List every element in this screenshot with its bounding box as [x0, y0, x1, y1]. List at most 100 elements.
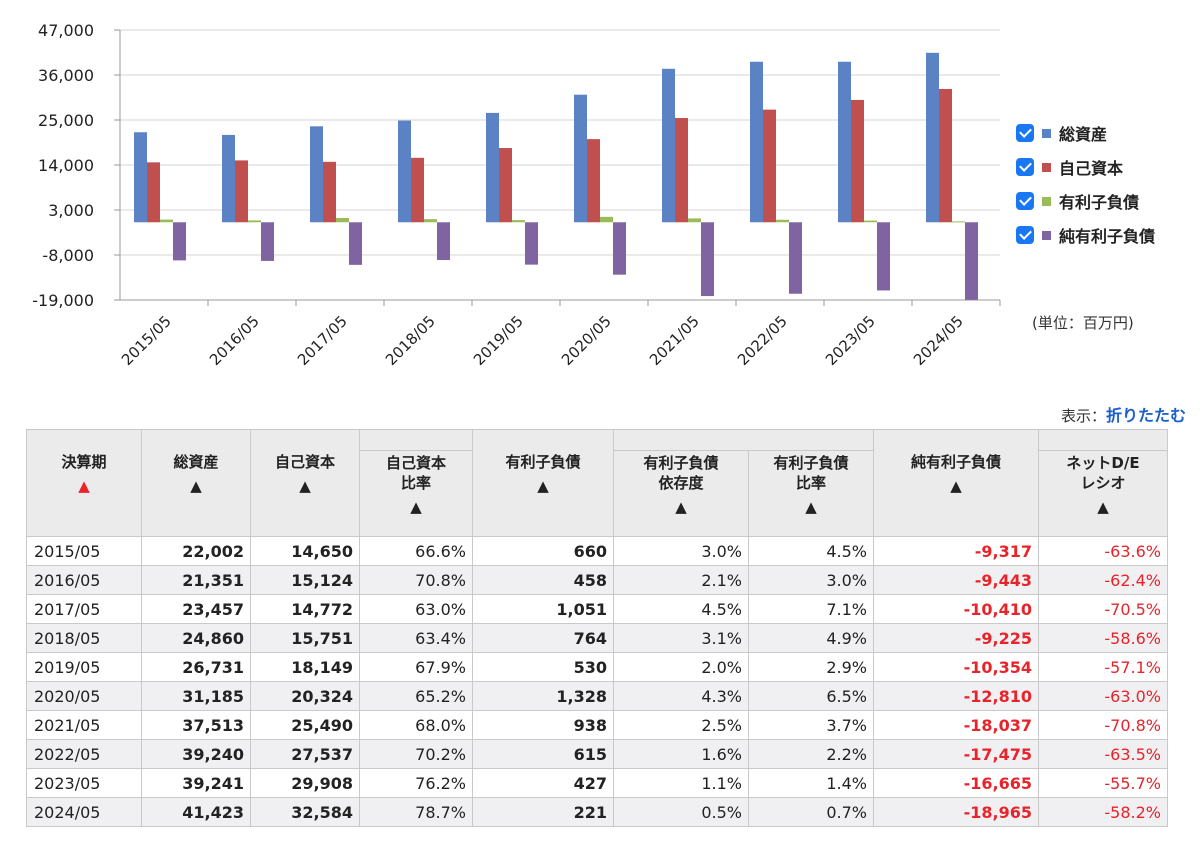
unit-label: (単位：百万円)	[1032, 314, 1134, 332]
x-tick-label: 2017/05	[294, 312, 351, 369]
cell-debt-ratio: 2.9%	[748, 652, 874, 682]
bar-7-3	[789, 222, 802, 294]
checkbox-checked-icon[interactable]	[1016, 192, 1034, 210]
sort-icon[interactable]: ▲	[410, 498, 422, 516]
cell-period: 2023/05	[26, 768, 142, 798]
sort-icon[interactable]: ▲	[537, 477, 549, 495]
cell-net-de: -63.5%	[1038, 739, 1168, 769]
display-label: 表示：	[1060, 407, 1106, 425]
header-equity[interactable]: 自己資本 ▲	[250, 429, 360, 537]
cell-dependency: 3.0%	[613, 536, 749, 566]
cell-debt: 615	[472, 739, 614, 769]
cell-net-de: -58.2%	[1038, 797, 1168, 827]
cell-equity: 18,149	[250, 652, 360, 682]
cell-debt: 938	[472, 710, 614, 740]
legend-label: 自己資本	[1059, 159, 1124, 178]
cell-equity: 14,650	[250, 536, 360, 566]
bar-8-0	[838, 61, 851, 223]
header-net-debt[interactable]: 純有利子負債 ▲	[873, 429, 1039, 537]
bar-4-1	[499, 148, 512, 223]
cell-dependency: 1.6%	[613, 739, 749, 769]
cell-net-debt: -10,410	[873, 594, 1039, 624]
y-tick-label: -8,000	[42, 246, 94, 265]
bar-0-2	[160, 219, 173, 223]
bar-7-0	[750, 61, 763, 223]
sort-icon[interactable]: ▲	[675, 498, 687, 516]
cell-period: 2015/05	[26, 536, 142, 566]
cell-net-debt: -12,810	[873, 681, 1039, 711]
cell-equity: 15,124	[250, 565, 360, 595]
cell-total-assets: 21,351	[141, 565, 251, 595]
bar-6-0	[662, 68, 675, 223]
legend-item-equity[interactable]: 自己資本	[1016, 150, 1155, 184]
legend-item-debt[interactable]: 有利子負債	[1016, 184, 1155, 218]
cell-equity-ratio: 70.2%	[359, 739, 473, 769]
cell-net-debt: -9,443	[873, 565, 1039, 595]
table-row: 2015/05 22,002 14,650 66.6% 660 3.0% 4.5% -9,31…	[26, 536, 1168, 566]
bar-9-0	[926, 52, 939, 223]
cell-period: 2021/05	[26, 710, 142, 740]
checkbox-checked-icon[interactable]	[1016, 158, 1034, 176]
cell-period: 2022/05	[26, 739, 142, 769]
bar-8-3	[877, 222, 890, 291]
sort-icon[interactable]: ▲	[299, 477, 311, 495]
checkbox-checked-icon[interactable]	[1016, 226, 1034, 244]
bar-8-1	[851, 99, 864, 223]
bar-2-3	[349, 222, 362, 265]
cell-debt-ratio: 7.1%	[748, 594, 874, 624]
y-axis-ticks: 47,000 36,000 25,000 14,000 3,000 -8,000 -19,0…	[32, 21, 94, 310]
bar-5-0	[574, 94, 587, 223]
cell-equity-ratio: 76.2%	[359, 768, 473, 798]
collapse-link[interactable]: 折りたたむ	[1105, 406, 1186, 425]
bar-4-3	[525, 222, 538, 265]
bar-chart: 47,000 36,000 25,000 14,000 3,000 -8,000 -19,0…	[32, 21, 1001, 369]
legend-swatch	[1042, 162, 1051, 172]
cell-total-assets: 23,457	[141, 594, 251, 624]
y-tick-label: 3,000	[48, 201, 94, 220]
bar-3-3	[437, 222, 450, 261]
cell-dependency: 3.1%	[613, 623, 749, 653]
legend-swatch	[1042, 196, 1051, 206]
sort-icon[interactable]: ▲	[190, 477, 202, 495]
header-debt[interactable]: 有利子負債 ▲	[472, 429, 614, 537]
sort-icon[interactable]: ▲	[805, 498, 817, 516]
legend-item-net-debt[interactable]: 純有利子負債	[1016, 218, 1155, 252]
cell-equity-ratio: 78.7%	[359, 797, 473, 827]
bar-2-1	[323, 161, 336, 223]
cell-equity-ratio: 63.4%	[359, 623, 473, 653]
cell-dependency: 2.5%	[613, 710, 749, 740]
cell-equity-ratio: 67.9%	[359, 652, 473, 682]
header-debt-ratio[interactable]: 有利子負債 比率 ▲	[748, 450, 874, 537]
cell-dependency: 4.5%	[613, 594, 749, 624]
header-total-assets[interactable]: 総資産 ▲	[141, 429, 251, 537]
header-net-de[interactable]: ネットD/E レシオ ▲	[1038, 450, 1168, 537]
legend-item-total-assets[interactable]: 総資産	[1016, 116, 1155, 150]
legend-label: 総資産	[1059, 125, 1108, 144]
cell-dependency: 0.5%	[613, 797, 749, 827]
sort-asc-icon[interactable]: ▲	[78, 477, 90, 495]
cell-net-debt: -18,965	[873, 797, 1039, 827]
cell-net-de: -70.5%	[1038, 594, 1168, 624]
cell-net-de: -62.4%	[1038, 565, 1168, 595]
cell-period: 2016/05	[26, 565, 142, 595]
bar-9-3	[965, 222, 978, 300]
header-period[interactable]: 決算期 ▲	[26, 429, 142, 537]
checkbox-checked-icon[interactable]	[1016, 124, 1034, 142]
bar-6-1	[675, 117, 688, 223]
cell-dependency: 1.1%	[613, 768, 749, 798]
cell-debt-ratio: 1.4%	[748, 768, 874, 798]
sort-icon[interactable]: ▲	[950, 477, 962, 495]
table-row: 2022/05 39,240 27,537 70.2% 615 1.6% 2.2% -17,4…	[26, 739, 1168, 769]
header-equity-ratio[interactable]: 自己資本 比率 ▲	[359, 450, 473, 537]
bar-0-0	[134, 132, 147, 223]
cell-net-debt: -9,225	[873, 623, 1039, 653]
cell-debt-ratio: 4.9%	[748, 623, 874, 653]
x-tick-label: 2024/05	[910, 312, 967, 369]
cell-equity: 29,908	[250, 768, 360, 798]
legend-swatch	[1042, 230, 1051, 240]
header-debt-dependency[interactable]: 有利子負債 依存度 ▲	[613, 450, 749, 537]
bar-4-2	[512, 220, 525, 223]
cell-net-de: -58.6%	[1038, 623, 1168, 653]
sort-icon[interactable]: ▲	[1097, 498, 1109, 516]
cell-net-de: -63.6%	[1038, 536, 1168, 566]
